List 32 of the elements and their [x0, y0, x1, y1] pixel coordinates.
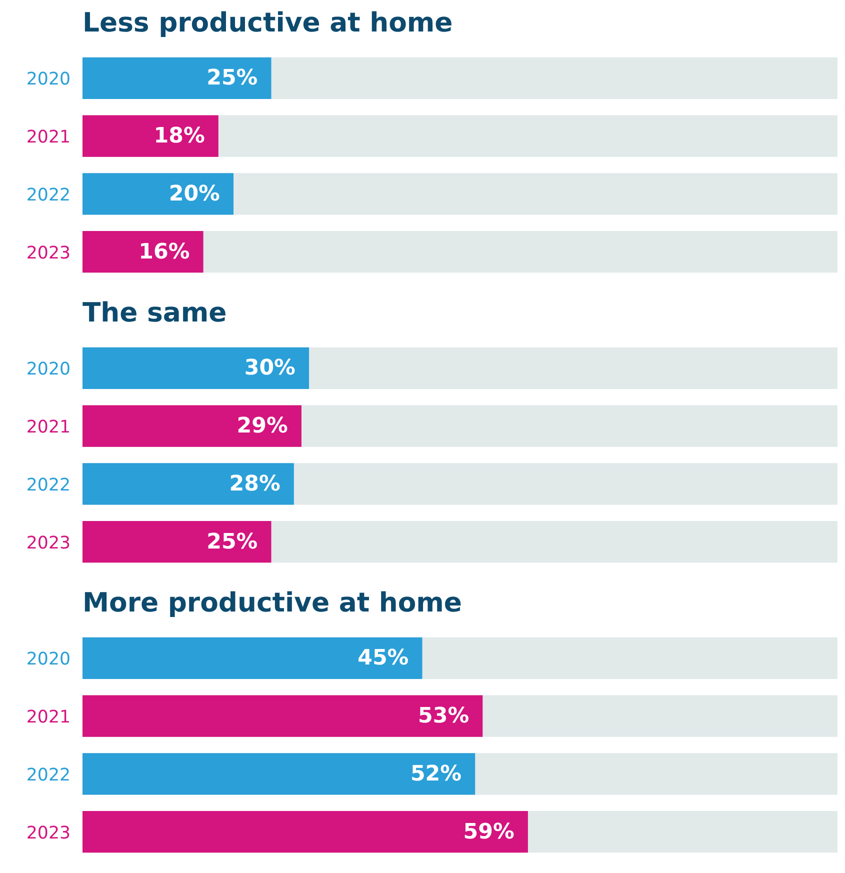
chart-title: More productive at home [82, 588, 462, 618]
data-label: 16% [138, 239, 190, 264]
data-label: 20% [168, 181, 220, 206]
data-label: 59% [463, 819, 514, 844]
bar [82, 405, 302, 447]
y-tick-label: 2020 [26, 650, 71, 670]
data-label: 45% [358, 646, 409, 671]
y-tick-label: 2022 [26, 765, 71, 786]
data-label: 29% [236, 414, 288, 439]
data-label: 28% [229, 471, 280, 496]
bar [82, 230, 204, 273]
y-tick-label: 2020 [26, 360, 71, 380]
y-tick-label: 2021 [26, 708, 71, 728]
bar [82, 463, 294, 505]
y-tick-label: 2021 [26, 418, 71, 438]
y-tick-label: 2023 [26, 823, 71, 844]
data-label: 25% [206, 66, 258, 91]
y-tick-label: 2023 [26, 243, 71, 264]
data-label: 30% [244, 356, 296, 381]
data-label: 53% [418, 704, 470, 729]
y-tick-label: 2022 [26, 185, 71, 206]
chart-title: The same [82, 298, 227, 328]
data-label: 18% [154, 124, 205, 149]
bar [82, 173, 234, 215]
data-label: 25% [206, 529, 258, 554]
y-tick-label: 2021 [26, 128, 71, 148]
y-tick-label: 2022 [26, 475, 71, 496]
chart-title: Less productive at home [82, 8, 453, 38]
data-label: 52% [410, 761, 462, 786]
y-tick-label: 2020 [26, 70, 71, 90]
bar [82, 115, 218, 157]
y-tick-label: 2023 [26, 533, 71, 554]
